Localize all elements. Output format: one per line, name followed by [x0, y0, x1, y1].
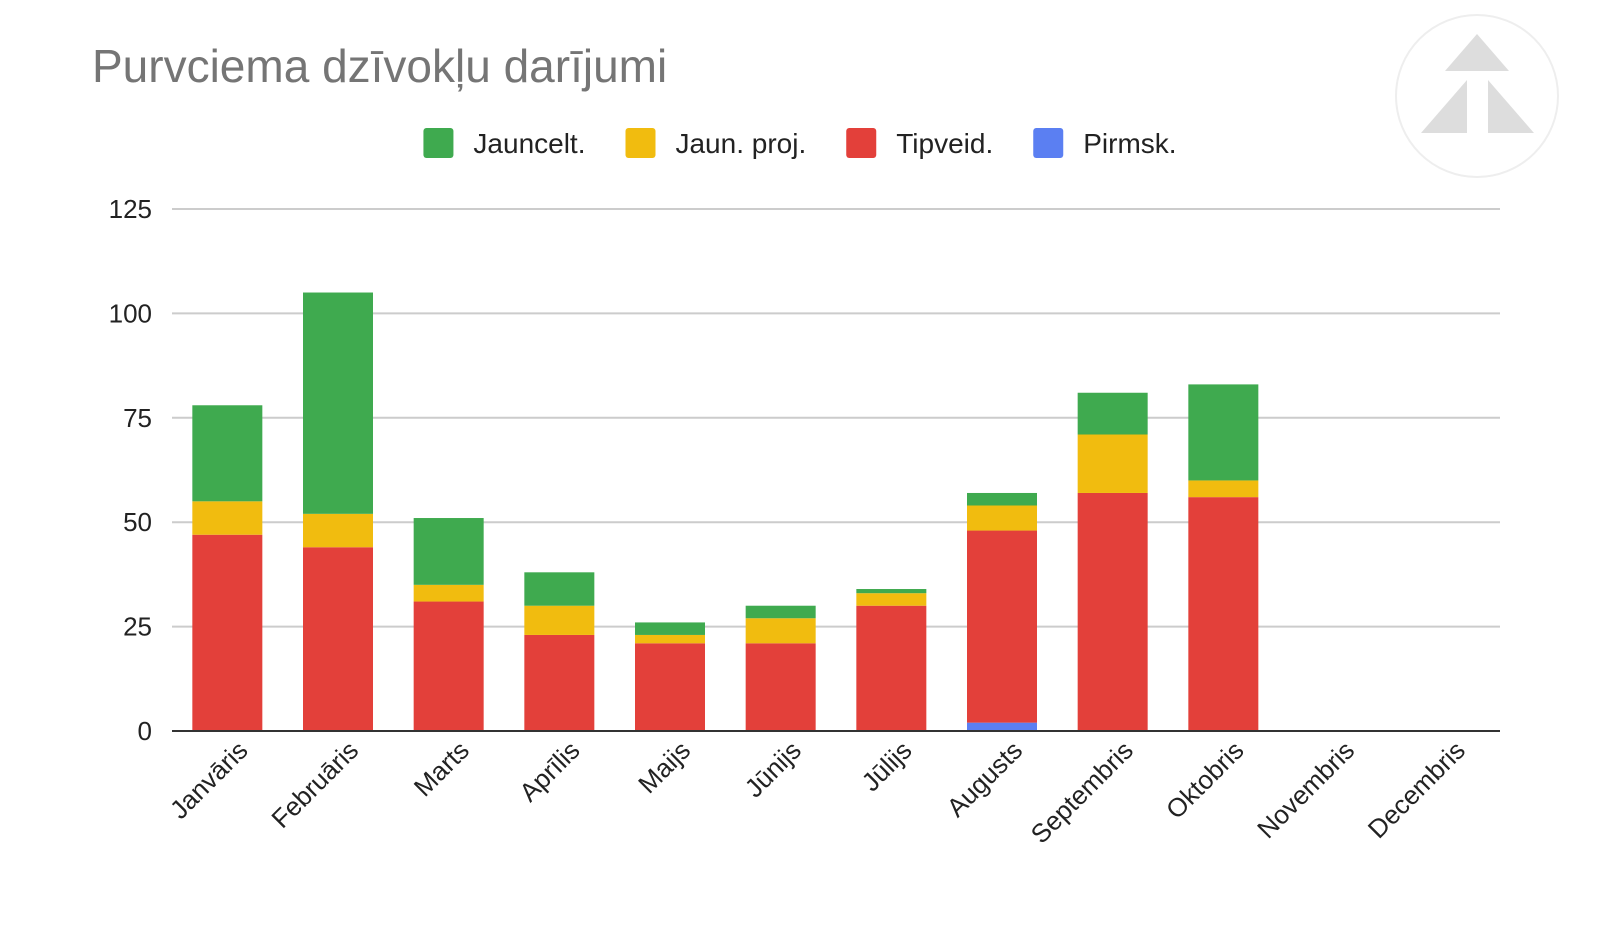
bar-stack-augusts — [967, 492, 1037, 731]
bar-tipveid-aprilis — [524, 634, 595, 731]
bar-stack-janvaris — [192, 405, 263, 731]
y-tick-label: 75 — [123, 403, 152, 433]
bar-jauncelt-marts — [413, 518, 484, 585]
y-tick-label: 125 — [109, 194, 152, 224]
y-tick-label: 0 — [138, 716, 152, 746]
bar-stack-junijs — [745, 605, 816, 731]
x-tick-label: Janvāris — [164, 735, 254, 825]
bar-jaun-proj-janvaris — [192, 501, 263, 535]
bar-tipveid-septembris — [1077, 492, 1148, 731]
legend-swatch — [423, 128, 454, 158]
bar-jaun-proj-oktobris — [1188, 480, 1259, 498]
bar-tipveid-augusts — [967, 530, 1037, 723]
bar-jaun-proj-junijs — [745, 618, 816, 644]
y-tick-label: 100 — [109, 298, 152, 328]
bar-tipveid-janvaris — [192, 534, 263, 731]
bar-jauncelt-julijs — [856, 589, 927, 594]
x-tick-label: Oktobris — [1160, 735, 1250, 825]
bar-stack-julijs — [856, 589, 927, 731]
bar-tipveid-maijs — [635, 643, 705, 731]
bar-tipveid-marts — [413, 601, 484, 731]
bar-stack-februaris — [303, 292, 373, 731]
bar-jaun-proj-augusts — [967, 505, 1037, 531]
legend-swatch — [625, 128, 656, 158]
bar-jauncelt-septembris — [1077, 392, 1148, 435]
y-tick-label: 50 — [123, 507, 152, 537]
legend-item-tipveid: Tipveid. — [846, 128, 993, 159]
y-axis: 0 25 50 75 100 125 — [109, 194, 152, 746]
x-tick-label: Jūlijs — [855, 735, 917, 797]
legend-label: Jauncelt. — [473, 128, 585, 159]
x-tick-label: Jūnijs — [739, 735, 807, 803]
bar-stack-maijs — [635, 622, 705, 731]
x-tick-label: Maijs — [632, 735, 696, 799]
bar-jauncelt-maijs — [635, 622, 705, 635]
bar-tipveid-februaris — [303, 547, 373, 731]
legend-label: Jaun. proj. — [675, 128, 806, 159]
bar-stack-marts — [413, 518, 484, 731]
bar-tipveid-junijs — [745, 643, 816, 731]
bar-stack-oktobris — [1188, 384, 1259, 731]
bar-jauncelt-oktobris — [1188, 384, 1259, 481]
bar-jaun-proj-marts — [413, 584, 484, 602]
x-axis: Janvāris Februāris Marts Aprīlis Maijs Jūnijs… — [164, 735, 1471, 849]
bars — [192, 292, 1259, 731]
bar-jauncelt-janvaris — [192, 405, 263, 502]
bar-tipveid-julijs — [856, 605, 927, 731]
x-tick-label: Marts — [408, 735, 475, 802]
legend-item-jaun-proj: Jaun. proj. — [625, 128, 806, 159]
bar-pirmsk-augusts — [967, 722, 1037, 731]
bar-jauncelt-junijs — [745, 605, 816, 619]
x-tick-label: Decembris — [1362, 735, 1471, 844]
x-tick-label: Septembris — [1025, 735, 1139, 849]
bar-jauncelt-augusts — [967, 492, 1037, 506]
bar-stack-aprilis — [524, 572, 595, 731]
bar-jaun-proj-februaris — [303, 513, 373, 548]
y-tick-label: 25 — [123, 612, 152, 642]
legend: Jauncelt. Jaun. proj. Tipveid. Pirmsk. — [423, 128, 1177, 159]
gridlines — [172, 208, 1500, 628]
x-tick-label: Novembris — [1251, 735, 1360, 844]
legend-label: Pirmsk. — [1083, 128, 1176, 159]
bar-jauncelt-aprilis — [524, 572, 595, 606]
bar-jaun-proj-septembris — [1077, 434, 1148, 493]
x-tick-label: Aprīlis — [513, 735, 585, 807]
chart-title: Purvciema dzīvokļu darījumi — [92, 40, 667, 92]
bar-jauncelt-februaris — [303, 292, 373, 514]
x-tick-label: Februāris — [265, 735, 364, 834]
legend-item-pirmsk: Pirmsk. — [1033, 128, 1177, 159]
bar-tipveid-oktobris — [1188, 497, 1259, 731]
bar-jaun-proj-maijs — [635, 634, 705, 644]
bar-stack-septembris — [1077, 392, 1148, 731]
legend-swatch — [846, 128, 877, 158]
bar-jaun-proj-julijs — [856, 593, 927, 606]
triangle-logo-icon — [1395, 14, 1559, 178]
legend-swatch — [1033, 128, 1064, 158]
legend-item-jauncelt: Jauncelt. — [423, 128, 586, 159]
bar-jaun-proj-aprilis — [524, 605, 595, 635]
legend-label: Tipveid. — [896, 128, 993, 159]
x-tick-label: Augusts — [941, 735, 1029, 823]
